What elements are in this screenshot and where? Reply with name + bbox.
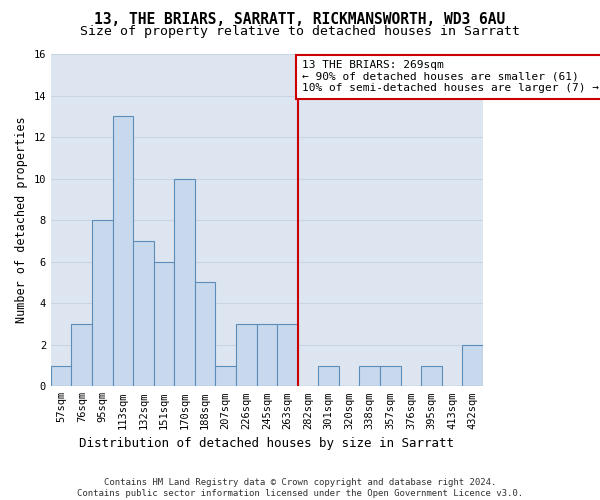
- Bar: [175, 178, 195, 386]
- Bar: [257, 324, 277, 386]
- Bar: [462, 345, 483, 387]
- Bar: [421, 366, 442, 386]
- Bar: [277, 324, 298, 386]
- Text: Contains HM Land Registry data © Crown copyright and database right 2024.
Contai: Contains HM Land Registry data © Crown c…: [77, 478, 523, 498]
- Bar: [319, 366, 339, 386]
- Bar: [215, 366, 236, 386]
- Bar: [154, 262, 175, 386]
- Y-axis label: Number of detached properties: Number of detached properties: [15, 117, 28, 324]
- Text: 13 THE BRIARS: 269sqm
← 90% of detached houses are smaller (61)
10% of semi-deta: 13 THE BRIARS: 269sqm ← 90% of detached …: [302, 60, 599, 94]
- Bar: [195, 282, 215, 387]
- Bar: [71, 324, 92, 386]
- Bar: [113, 116, 133, 386]
- Bar: [236, 324, 257, 386]
- X-axis label: Distribution of detached houses by size in Sarratt: Distribution of detached houses by size …: [79, 437, 454, 450]
- Text: 13, THE BRIARS, SARRATT, RICKMANSWORTH, WD3 6AU: 13, THE BRIARS, SARRATT, RICKMANSWORTH, …: [94, 12, 506, 28]
- Bar: [359, 366, 380, 386]
- Text: Size of property relative to detached houses in Sarratt: Size of property relative to detached ho…: [80, 25, 520, 38]
- Bar: [380, 366, 401, 386]
- Bar: [133, 241, 154, 386]
- Bar: [92, 220, 113, 386]
- Bar: [51, 366, 71, 386]
